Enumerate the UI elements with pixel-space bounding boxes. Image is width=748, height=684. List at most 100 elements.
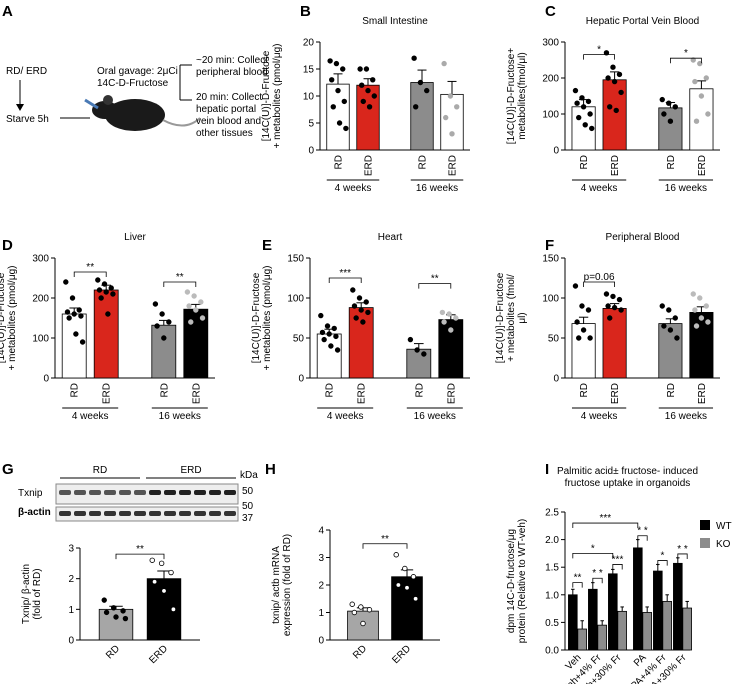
- data-point: [78, 313, 84, 319]
- data-point: [393, 552, 399, 558]
- data-point: [585, 98, 592, 105]
- data-point: [441, 60, 447, 67]
- data-point: [152, 301, 159, 307]
- y-axis-label: μl): [517, 312, 528, 323]
- gavage-label: 14C-D-Fructose: [97, 78, 169, 89]
- chart-title: Peripheral Blood: [606, 232, 680, 243]
- data-point: [616, 71, 623, 78]
- significance-bracket: [572, 582, 583, 588]
- data-point: [113, 614, 119, 620]
- data-point: [357, 66, 363, 72]
- data-point: [199, 315, 206, 321]
- data-point: [443, 114, 449, 121]
- data-point: [334, 347, 341, 353]
- band: [164, 490, 176, 495]
- x-tick-label: RD: [666, 155, 677, 169]
- data-point: [572, 87, 579, 94]
- data-point: [356, 295, 363, 301]
- data-point: [363, 299, 369, 305]
- data-point: [366, 104, 373, 110]
- bar: [61, 313, 87, 379]
- data-point: [410, 574, 417, 580]
- data-point: [411, 55, 417, 61]
- data-point: [580, 104, 587, 110]
- data-point: [661, 323, 667, 329]
- panel-label: A: [2, 3, 13, 20]
- y-tick-label: 200: [542, 74, 559, 85]
- y-tick-label: 100: [32, 334, 49, 345]
- significance-bracket: [670, 57, 702, 64]
- bar: [151, 324, 177, 379]
- chart-title: Hepatic Portal Vein Blood: [586, 16, 699, 27]
- y-axis-label: (fold of RD): [32, 568, 43, 619]
- data-point: [166, 319, 172, 325]
- data-point: [370, 77, 376, 83]
- bar: [662, 601, 672, 651]
- step-label: other tissues: [196, 128, 253, 139]
- bar: [588, 588, 598, 651]
- data-point: [103, 609, 110, 616]
- x-tick-label: ERD: [357, 383, 368, 404]
- x-tick-label: ERD: [697, 383, 708, 404]
- x-tick-label: ERD: [191, 383, 202, 404]
- panel-label: C: [545, 3, 556, 20]
- y-tick-label: 15: [303, 65, 315, 76]
- x-tick-label: RD: [334, 155, 345, 169]
- data-point: [161, 588, 167, 594]
- y-axis-label: [14C(U)]-D-Fructose: [261, 50, 272, 141]
- y-axis-label: [14C(U)]-D-Fructose: [251, 272, 262, 363]
- band: [179, 511, 191, 516]
- y-tick-label: 0: [298, 374, 304, 385]
- x-tick-label: ERD: [610, 155, 621, 176]
- bar: [633, 547, 643, 651]
- group-label: 4 weeks: [327, 411, 364, 422]
- data-point: [168, 569, 174, 576]
- data-point: [161, 335, 167, 341]
- x-tick-label: RD: [104, 643, 122, 661]
- band: [134, 511, 146, 516]
- bar: [326, 83, 350, 151]
- data-point: [446, 311, 452, 317]
- data-point: [170, 606, 177, 613]
- significance-label: ***: [612, 554, 624, 565]
- data-point: [329, 77, 335, 83]
- data-point: [667, 327, 674, 333]
- bar: [608, 573, 618, 651]
- data-point: [672, 315, 678, 321]
- legend-label: KO: [716, 539, 731, 550]
- significance-label: p=0.06: [584, 272, 615, 283]
- data-point: [589, 125, 595, 132]
- data-point: [690, 57, 696, 63]
- significance-bracket: [163, 281, 197, 287]
- bar: [98, 608, 134, 641]
- panel-label: F: [545, 237, 554, 254]
- data-point: [359, 82, 365, 88]
- x-tick-label: RD: [351, 643, 369, 661]
- y-tick-label: 3: [318, 553, 324, 564]
- panel-label: I: [545, 461, 549, 478]
- blot-membrane: [55, 506, 239, 522]
- significance-label: *: [661, 551, 665, 562]
- y-tick-label: 100: [287, 294, 304, 305]
- data-point: [610, 64, 616, 70]
- data-point: [340, 66, 346, 72]
- y-tick-label: 0: [43, 374, 49, 385]
- band: [209, 511, 221, 516]
- significance-label: * *: [637, 526, 648, 537]
- y-tick-label: 0: [553, 374, 559, 385]
- bar: [316, 333, 342, 379]
- data-point: [63, 279, 69, 285]
- bar: [642, 612, 652, 651]
- band: [134, 490, 146, 495]
- chart-title: Liver: [124, 232, 146, 243]
- bar: [348, 307, 374, 379]
- panel-label: H: [265, 461, 276, 478]
- bar: [440, 93, 464, 151]
- blot-unit: kDa: [240, 470, 258, 481]
- data-point: [659, 303, 665, 309]
- data-point: [698, 315, 705, 321]
- data-point: [407, 336, 414, 343]
- significance-label: **: [86, 262, 94, 273]
- data-point: [149, 557, 155, 563]
- band: [194, 490, 206, 495]
